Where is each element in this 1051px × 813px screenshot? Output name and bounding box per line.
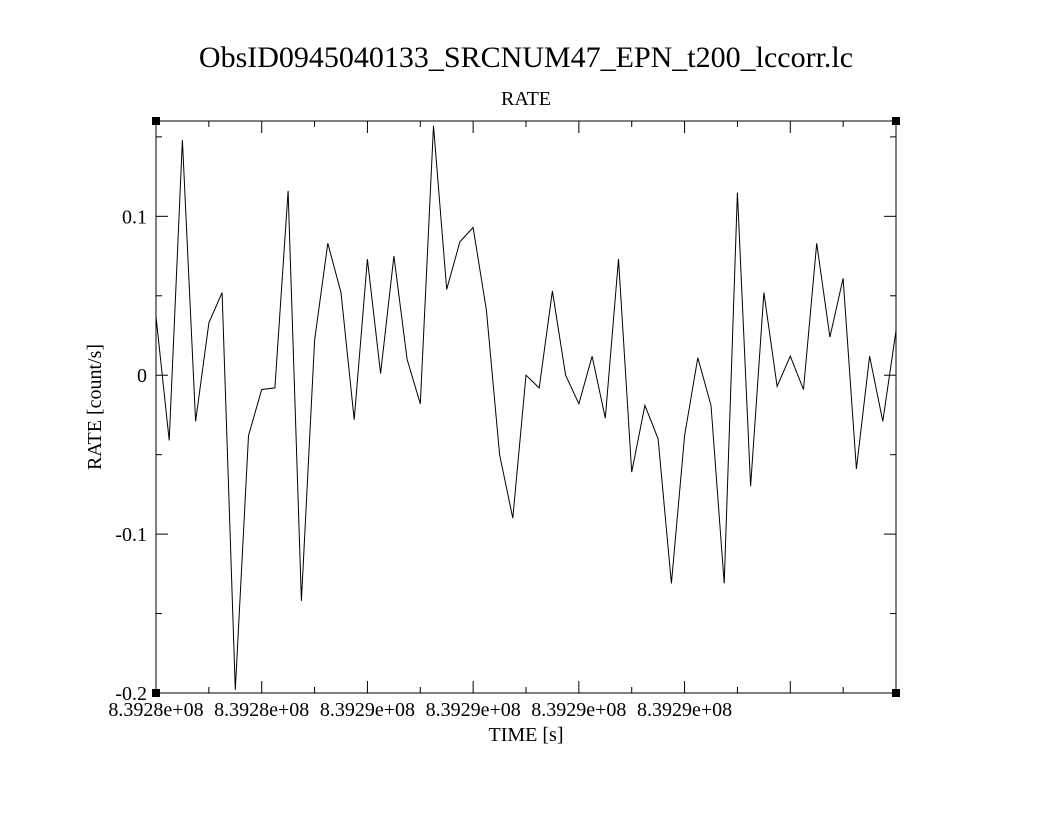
y-axis-label: RATE [count/s] <box>84 344 106 470</box>
x-tick-label: 8.3929e+08 <box>637 699 732 721</box>
y-tick-label: 0 <box>137 365 147 387</box>
x-tick-label: 8.3929e+08 <box>320 699 415 721</box>
y-tick-label: -0.1 <box>115 524 147 546</box>
y-tick-labels: 0.1 0 -0.1 -0.2 <box>115 206 147 705</box>
chart-subtitle: RATE <box>501 88 551 110</box>
chart-title: ObsID0945040133_SRCNUM47_EPN_t200_lccorr… <box>199 41 853 74</box>
y-tick-label: 0.1 <box>122 206 147 228</box>
series-group <box>155 125 897 690</box>
axis-ticks <box>155 121 897 694</box>
plot-frame <box>155 120 897 694</box>
rate-series-line <box>155 125 897 690</box>
x-tick-labels: 8.3928e+08 8.3928e+08 8.3929e+08 8.3929e+08… <box>108 699 732 721</box>
x-tick-label: 8.3928e+08 <box>108 699 203 721</box>
x-tick-label: 8.3929e+08 <box>531 699 626 721</box>
x-tick-label: 8.3929e+08 <box>426 699 521 721</box>
x-tick-label: 8.3928e+08 <box>214 699 309 721</box>
y-tick-label: -0.2 <box>115 683 147 705</box>
x-axis-label: TIME [s] <box>489 724 564 746</box>
frame-corner-markers <box>152 117 900 697</box>
